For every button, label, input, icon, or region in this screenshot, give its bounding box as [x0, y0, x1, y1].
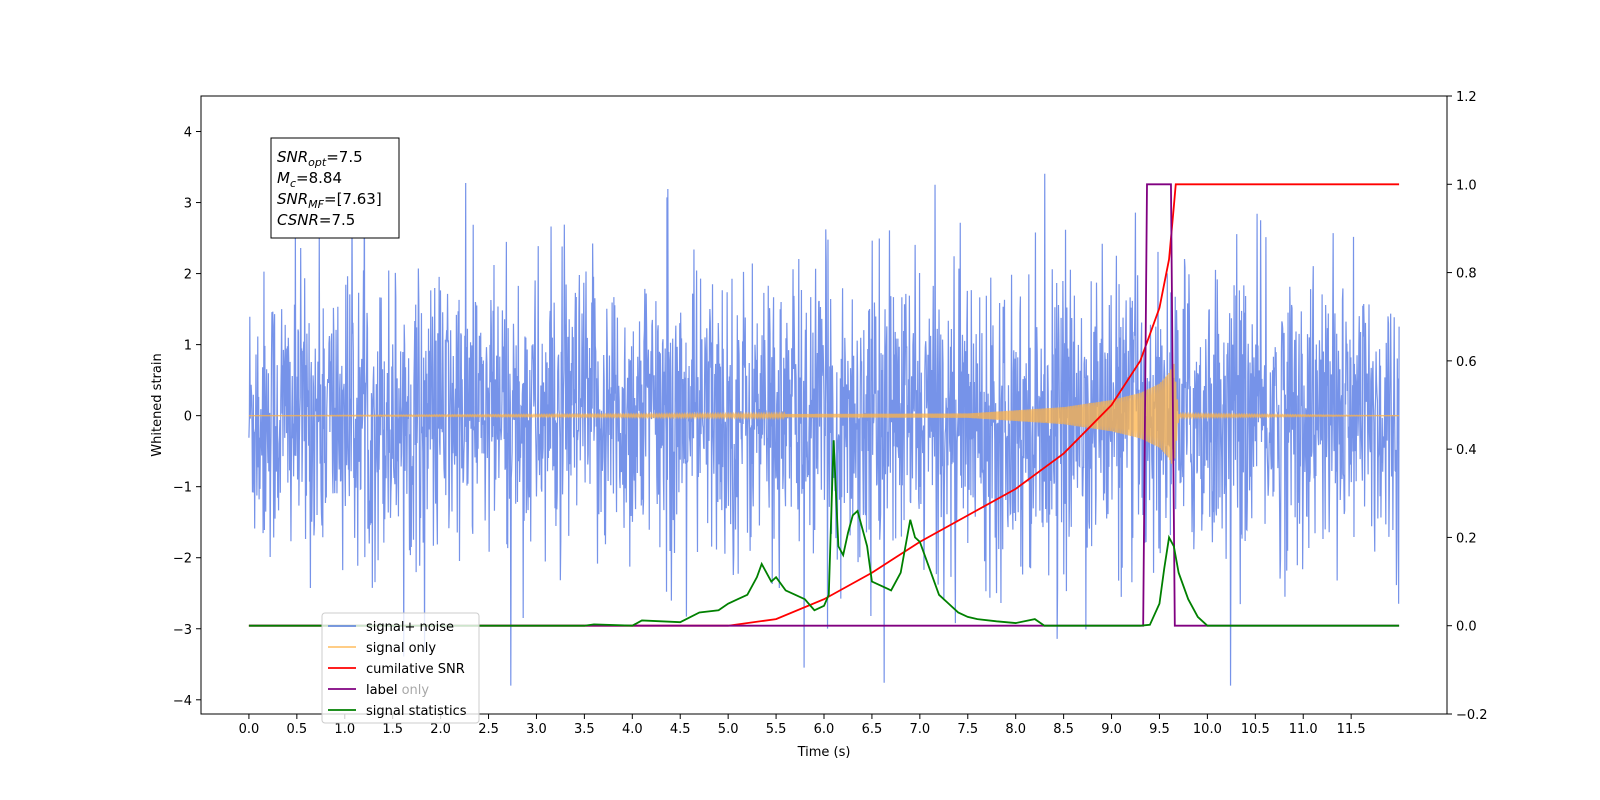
info-line: Mc=8.84 — [277, 169, 342, 190]
y-right-tick-label: 0.6 — [1456, 355, 1477, 370]
x-tick-label: 1.0 — [334, 722, 355, 737]
y-left-tick-label: 2 — [184, 268, 192, 283]
y-right-tick-label: 0.4 — [1456, 443, 1477, 458]
y-left-tick-label: −1 — [173, 481, 192, 496]
ticks-layer: 0.0 0.5 1.0 1.5 2.0 2.5 3.0 3.5 4.0 4.5 5.0 5.5 6.0 6… — [173, 90, 1488, 737]
legend-label: label — [366, 683, 397, 698]
y-left-tick-label: −4 — [173, 694, 192, 709]
x-tick-label: 2.0 — [430, 722, 451, 737]
x-tick-label: 8.5 — [1053, 722, 1074, 737]
y-left-tick-label: −2 — [173, 552, 192, 567]
legend-hidden-label: label only — [366, 683, 429, 698]
y-right-tick-label: 1.0 — [1456, 178, 1477, 193]
x-tick-label: 5.5 — [766, 722, 787, 737]
series-signal-noise-line — [248, 145, 1400, 686]
x-tick-label: 3.5 — [574, 722, 595, 737]
y-left-tick-label: 0 — [184, 410, 192, 425]
x-tick-label: 8.0 — [1005, 722, 1026, 737]
legend-label: signal statistics — [366, 704, 467, 719]
x-tick-label: 7.0 — [910, 722, 931, 737]
x-tick-label: 2.5 — [478, 722, 499, 737]
legend-label: cumilative SNR — [366, 662, 465, 677]
x-tick-label: 6.5 — [862, 722, 883, 737]
series-signal-statistics-line — [248, 440, 1400, 627]
x-tick-label: 4.5 — [670, 722, 691, 737]
y-axis-label: Whitened strain — [150, 353, 165, 456]
x-tick-label: 0.0 — [239, 722, 260, 737]
x-tick-label: 0.5 — [287, 722, 308, 737]
x-tick-label: 9.5 — [1149, 722, 1170, 737]
info-line: SNRopt=7.5 — [277, 148, 363, 169]
x-tick-label: 4.0 — [622, 722, 643, 737]
x-tick-label: 7.5 — [957, 722, 978, 737]
legend-label: signal only — [366, 641, 436, 656]
legend: signal+ noise signal only cumilative SNR la… — [321, 612, 480, 724]
x-tick-label: 10.0 — [1193, 722, 1222, 737]
y-left-tick-label: 3 — [184, 197, 192, 212]
x-tick-label: 6.0 — [814, 722, 835, 737]
x-tick-label: 3.0 — [526, 722, 547, 737]
legend-frame — [321, 612, 480, 724]
x-tick-label: 9.0 — [1101, 722, 1122, 737]
y-left-tick-label: 1 — [184, 339, 192, 354]
info-line: CSNR=7.5 — [277, 211, 355, 229]
series-signal-only-line — [248, 363, 1400, 468]
y-left-tick-label: −3 — [173, 623, 192, 638]
x-tick-label: 1.5 — [382, 722, 403, 737]
y-right-tick-label: 0.8 — [1456, 267, 1477, 282]
y-right-tick-label: 0.0 — [1456, 620, 1477, 635]
x-tick-label: 5.0 — [718, 722, 739, 737]
y-right-tick-label: −0.2 — [1456, 708, 1488, 723]
legend-label: signal+ noise — [366, 620, 454, 635]
y-left-tick-label: 4 — [184, 126, 192, 141]
x-tick-label: 10.5 — [1241, 722, 1270, 737]
x-tick-label: 11.5 — [1337, 722, 1366, 737]
x-tick-label: 11.0 — [1289, 722, 1318, 737]
info-box-frame — [270, 137, 400, 239]
y-right-tick-label: 1.2 — [1456, 90, 1477, 105]
series-layer — [248, 145, 1400, 686]
x-axis-label: Time (s) — [797, 745, 851, 760]
y-right-tick-label: 0.2 — [1456, 531, 1477, 546]
info-line: SNRMF=[7.63] — [277, 190, 382, 211]
